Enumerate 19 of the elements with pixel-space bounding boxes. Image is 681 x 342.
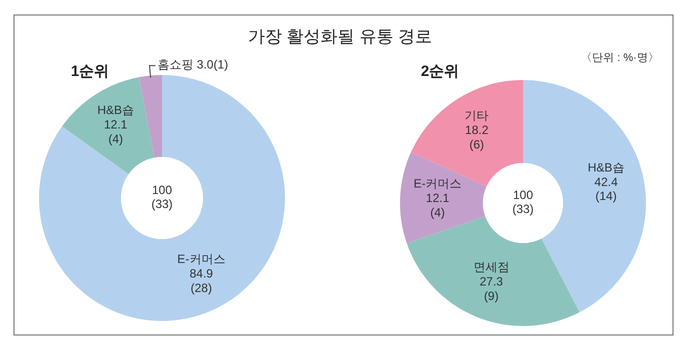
slice-label: E-커머스 — [414, 176, 462, 191]
chart-subtitle: 2순위 — [420, 62, 460, 80]
chart-subtitle: 1순위 — [70, 62, 110, 80]
slice-label: H&B숍 — [588, 160, 624, 175]
text: 〈단위 : %·명〉 — [581, 52, 659, 64]
slice-label: 홈쇼핑 3.0(1) — [157, 58, 228, 72]
text: 100 (33) — [512, 188, 534, 216]
text: 100 (33) — [151, 182, 173, 212]
data-label: 27.3 (9) — [480, 274, 504, 303]
slice-label: 면세점 — [473, 260, 510, 274]
slice-label: E-커머스 — [177, 252, 226, 266]
data-label: 42.4 (14) — [594, 174, 618, 204]
text: 가장 활성화될 유통 경로 — [248, 27, 432, 46]
data-label: 12.1 (4) — [426, 191, 450, 220]
data-label: 18.2 (6) — [465, 123, 489, 152]
data-label: 84.9 (28) — [190, 266, 214, 296]
slice-label: H&B숍 — [97, 103, 134, 118]
data-label: 12.1 (4) — [104, 118, 128, 146]
slice-label: 기타 — [464, 108, 489, 123]
